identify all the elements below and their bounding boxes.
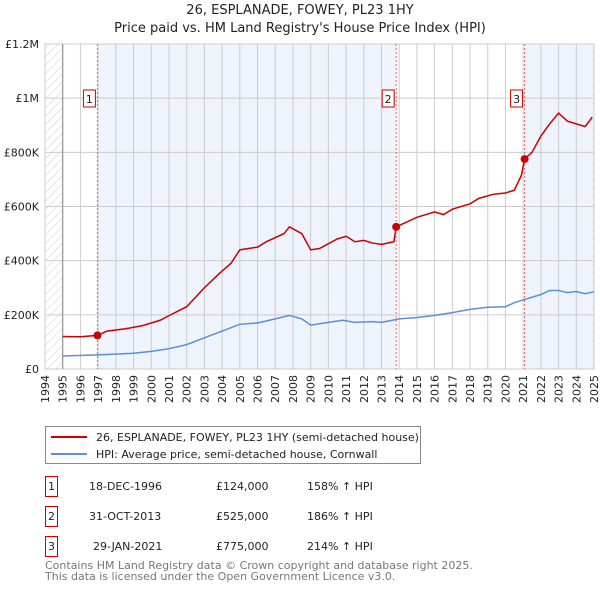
legend-swatch-blue	[51, 453, 87, 455]
x-tick-label: 2014	[393, 375, 406, 403]
x-tick-label: 1997	[92, 375, 105, 403]
hpi-line	[62, 289, 595, 357]
y-tick-label: £400K	[4, 255, 40, 268]
plot-border	[44, 43, 595, 370]
sale-hpi-change: 158% ↑ HPI	[307, 480, 373, 493]
legend-swatch-red	[51, 436, 87, 438]
sale-row: 2 31-OCT-2013 £525,000 186% ↑ HPI	[45, 506, 425, 527]
x-tick-label: 2017	[446, 375, 459, 403]
footer-line: Contains HM Land Registry data © Crown c…	[45, 559, 473, 572]
y-tick-label: £1M	[16, 92, 40, 105]
sale-badge	[381, 89, 395, 108]
x-tick-label: 2011	[340, 375, 353, 403]
x-tick-label: 2012	[358, 375, 371, 403]
x-tick-label: 2002	[181, 375, 194, 403]
x-tick-label: 2024	[570, 375, 583, 403]
price-chart: 1 2 3 1994 1995 1996 1997 1998 1999 2000 2001 2002 2…	[4, 38, 600, 403]
sale-hpi-change: 186% ↑ HPI	[307, 510, 373, 523]
sale-badge-label: 1	[86, 93, 93, 106]
y-tick-label: £1.2M	[5, 38, 39, 51]
x-tick-label: 1995	[57, 375, 70, 403]
x-tick-label: 1996	[74, 375, 87, 403]
x-tick-label: 1999	[128, 375, 141, 403]
sale-price: £525,000	[216, 510, 269, 523]
subtitle-line: Price paid vs. HM Land Registry's House …	[114, 21, 486, 36]
y-tick-label: £200K	[4, 309, 40, 322]
sale-badge-label: 3	[513, 93, 520, 106]
chart-title: 26, ESPLANADE, FOWEY, PL23 1HY Price paid…	[0, 2, 600, 38]
x-tick-label: 2016	[429, 375, 442, 403]
x-tick-label: 2005	[234, 375, 247, 403]
y-tick-label: £800K	[4, 146, 40, 159]
sale-hpi-change: 214% ↑ HPI	[307, 540, 373, 553]
sale-badge: 2	[45, 506, 58, 527]
sale-badge	[82, 89, 96, 108]
sale-badge: 1	[45, 476, 58, 497]
y-tick-label: £600K	[4, 201, 40, 214]
title-line: 26, ESPLANADE, FOWEY, PL23 1HY	[186, 3, 414, 18]
sale-point	[93, 331, 102, 340]
x-tick-label: 2025	[588, 375, 600, 403]
sale-point	[392, 222, 401, 231]
x-tick-label: 2000	[145, 375, 158, 403]
x-tick-label: 2010	[322, 375, 335, 403]
x-tick-label: 2001	[163, 375, 176, 403]
sale-badge-label: 2	[385, 93, 392, 106]
x-tick-label: 1994	[39, 375, 52, 403]
x-tick-label: 2007	[269, 375, 282, 403]
x-tick-label: 2019	[482, 375, 495, 403]
x-tick-label: 2015	[411, 375, 424, 403]
y-tick-label: £0	[25, 363, 39, 376]
x-tick-label: 2021	[517, 375, 530, 403]
sale-date: 29-JAN-2021	[93, 540, 163, 553]
footer: Contains HM Land Registry data © Crown c…	[45, 560, 473, 582]
x-tick-label: 2006	[252, 375, 265, 403]
sale-row: 3 29-JAN-2021 £775,000 214% ↑ HPI	[45, 536, 425, 557]
sale-date: 18-DEC-1996	[89, 480, 163, 493]
legend-label: 26, ESPLANADE, FOWEY, PL23 1HY (semi-det…	[96, 430, 419, 444]
x-tick-label: 2004	[216, 375, 229, 403]
sale-badge	[510, 89, 524, 108]
x-tick-label: 1998	[110, 375, 123, 403]
legend: 26, ESPLANADE, FOWEY, PL23 1HY (semi-det…	[45, 426, 421, 464]
sale-price: £775,000	[216, 540, 269, 553]
sale-row: 1 18-DEC-1996 £124,000 158% ↑ HPI	[45, 476, 425, 497]
x-tick-label: 2003	[198, 375, 211, 403]
sale-point	[520, 155, 529, 164]
x-tick-label: 2022	[535, 375, 548, 403]
x-tick-label: 2008	[287, 375, 300, 403]
legend-item-property: 26, ESPLANADE, FOWEY, PL23 1HY (semi-det…	[51, 429, 419, 445]
legend-item-hpi: HPI: Average price, semi-detached house,…	[51, 446, 377, 462]
sale-badge: 3	[45, 536, 58, 557]
x-tick-label: 2023	[553, 375, 566, 403]
footer-line: This data is licensed under the Open Gov…	[45, 570, 396, 583]
sale-date: 31-OCT-2013	[89, 510, 162, 523]
legend-label: HPI: Average price, semi-detached house,…	[96, 447, 378, 461]
x-tick-label: 2009	[305, 375, 318, 403]
x-tick-label: 2013	[375, 375, 388, 403]
x-tick-label: 2020	[499, 375, 512, 403]
sale-price: £124,000	[216, 480, 269, 493]
x-tick-label: 2018	[464, 375, 477, 403]
